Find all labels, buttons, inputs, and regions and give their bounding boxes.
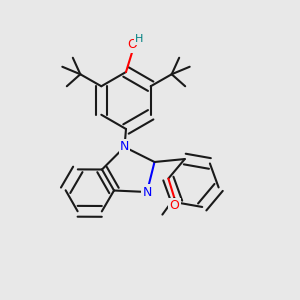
Text: H: H (135, 34, 144, 44)
Text: N: N (120, 140, 129, 154)
Text: N: N (142, 185, 152, 199)
Text: O: O (169, 199, 179, 212)
Text: O: O (127, 38, 137, 52)
